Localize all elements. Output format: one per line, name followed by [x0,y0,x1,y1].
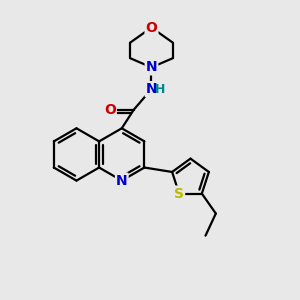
Text: N: N [146,82,157,96]
Text: O: O [104,103,116,117]
Text: N: N [146,60,157,74]
Text: O: O [146,20,158,34]
Text: S: S [174,187,184,201]
Text: N: N [116,174,128,188]
Text: H: H [154,82,165,96]
